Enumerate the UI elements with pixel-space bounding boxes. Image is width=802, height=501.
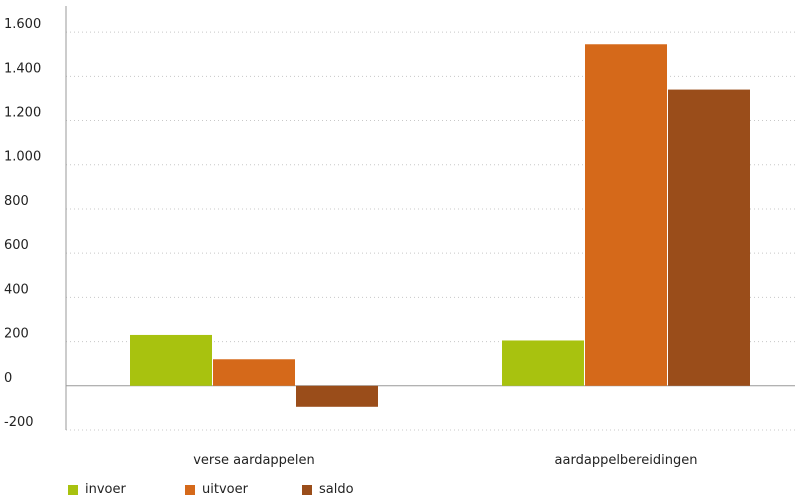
legend: invoer uitvoer saldo xyxy=(68,482,419,497)
y-tick-label: 1.000 xyxy=(4,150,41,165)
category-label: aardappelbereidingen xyxy=(555,453,698,468)
bar-uitvoer xyxy=(213,359,295,386)
y-tick-label: 400 xyxy=(4,282,29,297)
y-tick-label: -200 xyxy=(4,415,34,430)
legend-swatch xyxy=(68,484,78,495)
y-tick-label: 1.600 xyxy=(4,17,41,32)
y-tick-label: 200 xyxy=(4,327,29,342)
y-tick-label: 0 xyxy=(4,371,12,386)
bar-saldo xyxy=(296,385,378,407)
legend-item-uitvoer: uitvoer xyxy=(185,482,302,497)
y-tick-label: 1.400 xyxy=(4,61,41,76)
y-tick-label: 800 xyxy=(4,194,29,209)
legend-item-invoer: invoer xyxy=(68,482,185,497)
y-tick-label: 600 xyxy=(4,238,29,253)
bars xyxy=(130,44,750,407)
legend-label: uitvoer xyxy=(202,482,248,497)
legend-label: invoer xyxy=(85,482,126,497)
category-labels: verse aardappelen aardappelbereidingen xyxy=(193,453,697,468)
y-axis-tick-labels: -200 0 200 400 600 800 1.000 1.200 1.400 1.600 xyxy=(4,17,41,430)
legend-swatch xyxy=(302,484,312,495)
bar-uitvoer xyxy=(585,44,667,386)
bar-saldo xyxy=(668,89,750,386)
y-tick-label: 1.200 xyxy=(4,106,41,121)
bar-invoer xyxy=(130,334,212,386)
legend-swatch xyxy=(185,484,195,495)
legend-item-saldo: saldo xyxy=(302,482,419,497)
legend-label: saldo xyxy=(319,482,354,497)
bar-invoer xyxy=(502,340,584,386)
gridlines xyxy=(66,31,795,431)
category-label: verse aardappelen xyxy=(193,453,315,468)
